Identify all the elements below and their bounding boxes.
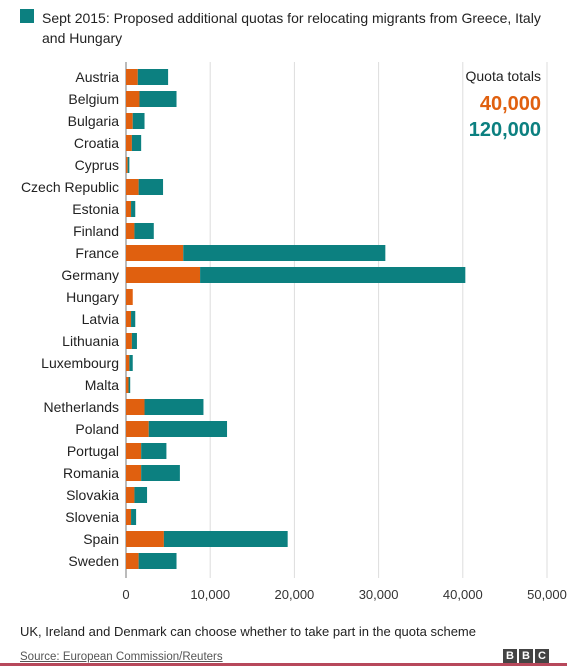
bar-segment-second (131, 333, 137, 349)
bar-segment-second (134, 487, 148, 503)
bar-segment-first (126, 465, 142, 481)
category-label: Germany (61, 267, 119, 283)
bar-segment-second (131, 201, 136, 217)
bar-segment-first (126, 223, 135, 239)
category-label: Spain (83, 531, 119, 547)
x-tick-label: 30,000 (359, 587, 399, 602)
bar-segment-first (126, 179, 139, 195)
bar-segment-first (126, 113, 133, 129)
category-label: Luxembourg (41, 355, 119, 371)
bar-segment-second (183, 245, 386, 261)
x-tick-label: 50,000 (527, 587, 567, 602)
category-label: Latvia (82, 311, 120, 327)
category-label: Romania (63, 465, 119, 481)
bar-segment-second (129, 355, 133, 371)
logo-letter: C (535, 649, 549, 663)
bar-segment-second (138, 179, 164, 195)
category-label: Belgium (68, 91, 119, 107)
category-label: Poland (75, 421, 119, 437)
x-tick-label: 10,000 (190, 587, 230, 602)
category-label: Cyprus (75, 157, 119, 173)
bar-segment-first (126, 157, 128, 173)
category-label: Austria (75, 69, 119, 85)
annotation-value: 40,000 (480, 93, 541, 115)
footnote: UK, Ireland and Denmark can choose wheth… (20, 624, 476, 639)
bar-chart: 0 10,000 20,000 30,000 40,000 50,000 Austria Be… (21, 62, 567, 602)
bar-segment-second (138, 553, 177, 569)
bar-segment-first (126, 91, 140, 107)
category-label: Czech Republic (21, 179, 119, 195)
category-label: Lithuania (62, 333, 119, 349)
bar-segment-first (126, 135, 132, 151)
category-label: Estonia (72, 201, 119, 217)
bar-segment-first (126, 443, 142, 459)
x-tick-label: 40,000 (443, 587, 483, 602)
category-label: Netherlands (44, 399, 120, 415)
bar-segment-second (134, 223, 154, 239)
bar-segment-first (126, 245, 184, 261)
category-label: Slovenia (65, 509, 119, 525)
category-label: Slovakia (66, 487, 119, 503)
source-link[interactable]: Source: European Commission/Reuters (20, 651, 223, 663)
bar-segment-first (126, 421, 149, 437)
bbc-logo: B B C (503, 649, 549, 663)
bar-segment-second (141, 465, 180, 481)
x-tick-label: 20,000 (275, 587, 315, 602)
bar-segment-first (126, 69, 138, 85)
bar-segment-first (126, 531, 164, 547)
bar-segment-first (126, 289, 133, 305)
bar-segment-second (137, 69, 169, 85)
bar-segment-first (126, 311, 132, 327)
bar-segment-second (144, 399, 204, 415)
x-tick-label: 0 (122, 587, 129, 602)
bar-segment-second (131, 509, 137, 525)
bar-segment-second (131, 311, 136, 327)
bar-segment-second (127, 157, 130, 173)
legend-swatch (20, 9, 34, 23)
category-label: Bulgaria (68, 113, 120, 129)
bar-segment-second (200, 267, 466, 283)
bar-segment-first (126, 509, 132, 525)
bar-segment-second (141, 443, 167, 459)
category-label: Finland (73, 223, 119, 239)
annotation-title: Quota totals (466, 68, 542, 84)
bar-segment-second (163, 531, 288, 547)
legend-label: Sept 2015: Proposed additional quotas fo… (42, 10, 541, 46)
category-label: France (75, 245, 119, 261)
bar-segment-first (126, 333, 132, 349)
category-label: Portugal (67, 443, 119, 459)
legend: Sept 2015: Proposed additional quotas fo… (20, 8, 550, 48)
category-label: Malta (85, 377, 119, 393)
bar-segment-first (126, 487, 135, 503)
bar-segment-first (126, 399, 145, 415)
logo-letter: B (503, 649, 517, 663)
bar-segment-second (139, 91, 177, 107)
annotation-value: 120,000 (469, 119, 541, 141)
logo-letter: B (519, 649, 533, 663)
category-label: Croatia (74, 135, 119, 151)
bar-segment-first (126, 553, 139, 569)
bar-segment-first (126, 355, 130, 371)
bar-segment-first (126, 201, 132, 217)
bottom-rule (0, 663, 567, 666)
bar-segment-second (148, 421, 228, 437)
category-label: Hungary (66, 289, 119, 305)
bar-segment-first (126, 267, 201, 283)
bar-segment-second (131, 135, 142, 151)
bar-segment-second (128, 377, 131, 393)
category-label: Sweden (68, 553, 119, 569)
bar-segment-second (132, 113, 145, 129)
bar-segment-first (126, 377, 129, 393)
